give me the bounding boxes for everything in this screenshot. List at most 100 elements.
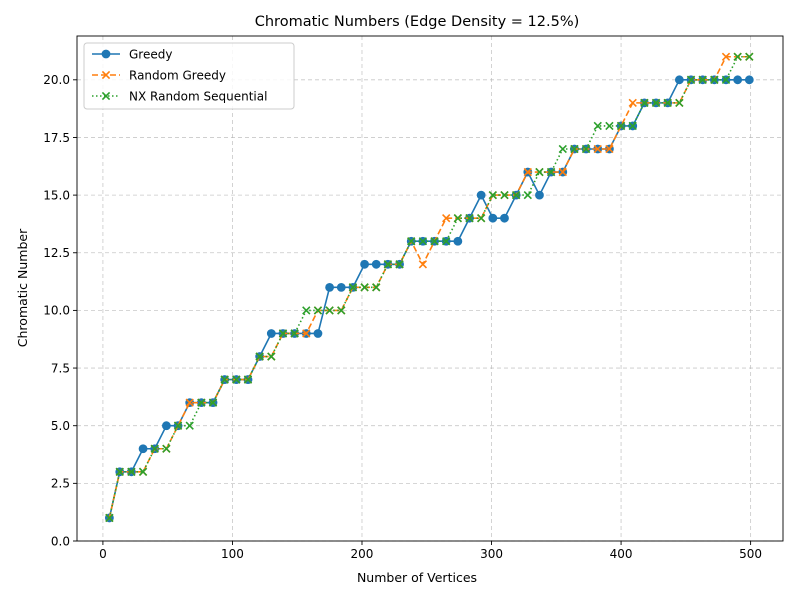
data-point-nx-random-sequential [138,467,148,476]
axis-ticks: 0 100 200 300 400 500 0.0 2.5 5.0 7.5 10.0 12.5 15.0… [43,73,762,561]
data-point-nx-random-sequential [558,144,567,154]
data-point-nx-random-sequential [453,214,463,223]
legend-item-greedy: Greedy [92,47,172,61]
legend-label: Random Greedy [129,68,226,82]
data-point-random-greedy [523,167,532,177]
data-point-nx-random-sequential [465,214,474,223]
data-point-nx-random-sequential [477,214,486,223]
data-point-nx-random-sequential [546,167,556,177]
series-random-greedy [105,52,754,523]
legend-marker [101,49,111,59]
data-point-greedy [500,213,509,223]
chart-title: Chromatic Numbers (Edge Density = 12.5%) [255,14,580,30]
y-tick-label: 7.5 [51,361,70,375]
data-point-nx-random-sequential [407,237,416,246]
data-point-greedy [266,329,276,338]
data-point-nx-random-sequential [115,467,124,476]
data-point-nx-random-sequential [173,421,183,430]
data-point-nx-random-sequential [383,260,393,269]
data-point-nx-random-sequential [663,98,672,108]
data-point-nx-random-sequential [511,190,521,200]
grid-lines [77,36,783,542]
data-point-greedy [138,444,148,454]
data-point-greedy [371,259,381,269]
data-point-nx-random-sequential [185,421,194,430]
legend: Greedy Random Greedy NX Random Sequential [83,42,295,110]
x-axis-label: Number of Vertices [357,570,477,585]
data-point-greedy [744,75,754,85]
data-point-random-greedy [721,52,731,61]
legend-marker [101,91,111,101]
series-greedy [104,75,754,523]
x-tick-label: 300 [480,547,503,561]
data-point-nx-random-sequential [628,121,637,131]
x-tick-label: 100 [221,547,244,561]
data-point-nx-random-sequential [105,513,114,523]
y-tick-label: 12.5 [43,246,70,260]
data-point-nx-random-sequential [500,190,509,200]
data-point-nx-random-sequential [337,306,346,315]
x-tick-label: 500 [739,547,762,561]
data-point-greedy [476,190,486,200]
x-tick-label: 200 [351,547,374,561]
y-tick-label: 2.5 [51,477,70,491]
data-point-nx-random-sequential [372,283,381,292]
series-line-greedy [108,79,750,519]
y-tick-label: 10.0 [43,304,70,318]
data-point-nx-random-sequential [581,144,591,154]
data-point-nx-random-sequential [243,375,253,384]
series-layer [104,52,754,523]
data-point-greedy [535,190,544,200]
legend-item-nx-random-sequential: NX Random Sequential [92,89,267,103]
data-point-random-greedy [558,167,567,177]
y-axis-label: Chromatic Number [15,228,30,347]
data-point-greedy [360,259,369,269]
data-point-nx-random-sequential [523,190,532,200]
x-tick-label: 0 [99,547,107,561]
y-tick-label: 15.0 [43,188,70,202]
data-point-random-greedy [628,98,637,108]
data-point-nx-random-sequential [302,306,311,315]
data-point-greedy [674,75,684,85]
series-line-nx-random-sequential [108,55,750,519]
data-point-nx-random-sequential [488,190,497,200]
legend-label: NX Random Sequential [129,89,267,103]
data-point-nx-random-sequential [418,237,428,246]
data-point-nx-random-sequential [745,52,754,61]
legend-item-random-greedy: Random Greedy [92,68,226,82]
data-point-nx-random-sequential [640,98,649,108]
data-point-nx-random-sequential [162,444,171,453]
data-point-nx-random-sequential [232,375,241,384]
data-point-nx-random-sequential [348,283,358,292]
data-point-random-greedy [605,144,614,154]
data-point-nx-random-sequential [616,121,626,131]
data-point-nx-random-sequential [721,75,731,84]
data-point-nx-random-sequential [290,329,299,338]
y-tick-label: 0.0 [51,534,70,548]
data-point-nx-random-sequential [395,260,404,269]
data-point-nx-random-sequential [278,329,288,338]
data-point-nx-random-sequential [197,398,206,407]
data-point-nx-random-sequential [686,75,696,84]
data-point-random-greedy [442,214,451,223]
legend-box [83,42,295,110]
data-point-random-greedy [185,398,194,407]
data-point-greedy [733,75,743,85]
data-point-nx-random-sequential [593,121,602,131]
data-point-nx-random-sequential [675,98,684,108]
data-point-greedy [488,213,498,223]
data-point-nx-random-sequential [127,467,136,476]
data-point-nx-random-sequential [150,444,159,453]
data-point-nx-random-sequential [442,237,451,246]
plot-area-frame [76,35,784,542]
legend-marker [101,70,111,80]
data-point-nx-random-sequential [698,75,707,84]
data-point-greedy [325,282,335,292]
data-point-nx-random-sequential [651,98,661,108]
data-point-random-greedy [418,260,428,269]
data-point-nx-random-sequential [208,398,218,407]
data-point-greedy [313,329,323,338]
data-point-greedy [453,236,463,246]
